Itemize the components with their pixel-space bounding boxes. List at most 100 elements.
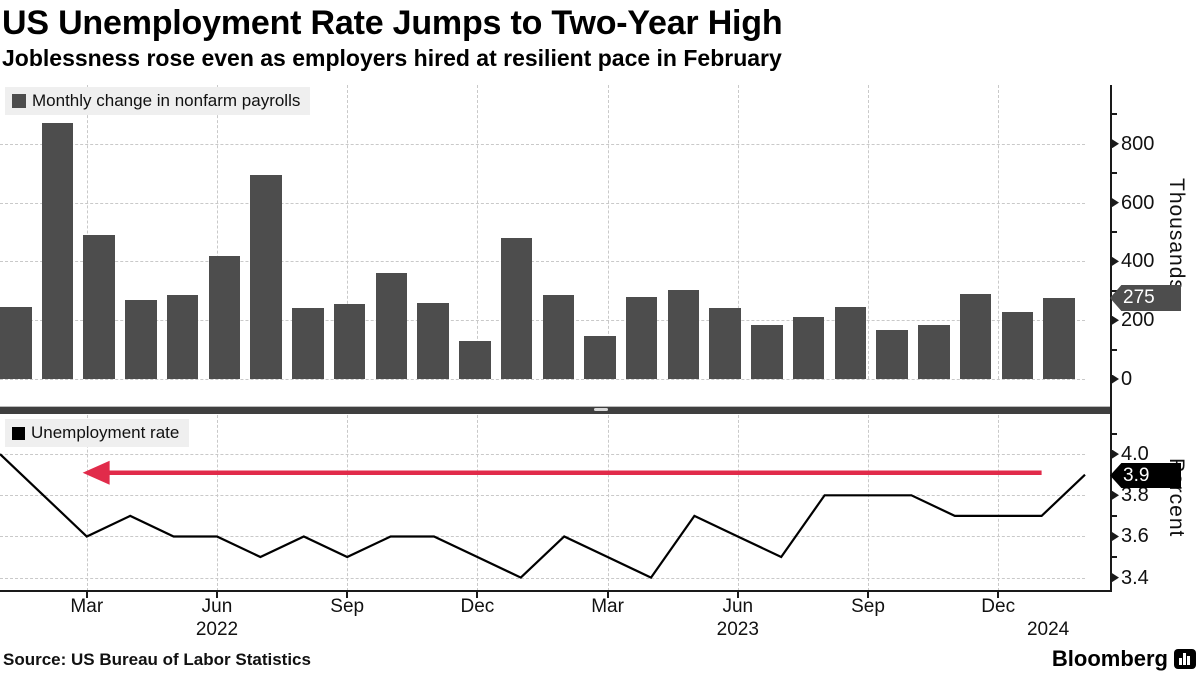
y-axis-tick <box>1112 256 1119 266</box>
payrolls-bar <box>125 299 157 379</box>
payrolls-bar <box>333 304 366 379</box>
y-axis-tick <box>1112 315 1119 325</box>
vertical-gridline <box>868 415 869 591</box>
vertical-gridline <box>347 85 349 379</box>
x-axis-tick <box>476 591 479 598</box>
horizontal-gridline <box>0 454 1085 456</box>
page-subtitle: Joblessness rose even as employers hired… <box>2 45 782 71</box>
x-axis-tick-label: Sep <box>330 596 365 617</box>
payrolls-legend: Monthly change in nonfarm payrolls <box>5 87 311 115</box>
x-axis-tick-label: Sep <box>851 596 885 617</box>
horizontal-gridline <box>0 379 1085 380</box>
y-axis-minor-tick <box>1112 289 1117 292</box>
payrolls-bar <box>375 273 408 379</box>
x-axis-tick <box>736 591 739 598</box>
y-axis-tick-label: 0 <box>1121 368 1133 390</box>
x-axis-tick-label: Jun <box>722 596 754 617</box>
horizontal-gridline <box>0 261 1085 263</box>
vertical-gridline <box>607 415 609 591</box>
payrolls-bar <box>584 336 616 379</box>
horizontal-gridline <box>0 536 1085 538</box>
payrolls-bar <box>292 308 324 379</box>
payrolls-bar <box>83 234 115 379</box>
x-axis-year-label: 2023 <box>716 619 759 640</box>
unemployment-last-value-tag: 3.9 <box>1110 463 1181 488</box>
y-axis-tick-label: 3.4 <box>1121 566 1149 589</box>
horizontal-gridline <box>0 202 1085 204</box>
y-axis-tick <box>1112 531 1119 541</box>
x-axis-tick-label: Dec <box>460 596 495 617</box>
payrolls-bar <box>625 297 658 379</box>
payrolls-bar <box>834 306 867 379</box>
vertical-gridline <box>868 85 869 379</box>
y-axis-minor-tick <box>1112 514 1117 517</box>
x-axis-tick <box>606 591 609 598</box>
x-axis-tick-label: Dec <box>981 596 1016 617</box>
x-axis-tick-label: Jun <box>201 596 233 617</box>
payrolls-legend-swatch-icon <box>12 94 26 108</box>
vertical-gridline <box>607 85 609 379</box>
x-axis-tick-label: Mar <box>591 596 624 617</box>
payrolls-bar <box>41 123 74 379</box>
payrolls-legend-label: Monthly change in nonfarm payrolls <box>32 91 301 110</box>
x-axis-year-label: 2022 <box>195 619 239 640</box>
vertical-gridline <box>477 415 479 591</box>
payrolls-bar <box>250 174 282 379</box>
payrolls-bar <box>208 255 241 379</box>
y-axis-tick-label: 3.6 <box>1121 525 1149 548</box>
bloomberg-chart-bubble-icon <box>1174 649 1196 669</box>
y-axis-minor-tick <box>1112 172 1117 175</box>
payrolls-bar <box>459 340 491 379</box>
page-title: US Unemployment Rate Jumps to Two-Year H… <box>2 4 783 42</box>
panel-separator <box>0 406 1112 414</box>
y-axis-tick <box>1112 490 1119 500</box>
source-attribution: Source: US Bureau of Labor Statistics <box>3 650 311 669</box>
y-axis-minor-tick <box>1112 348 1117 351</box>
vertical-gridline <box>217 85 218 379</box>
x-axis-year-label: 2024 <box>1026 619 1070 640</box>
vertical-gridline <box>998 85 1000 379</box>
y-axis-tick <box>1112 139 1119 149</box>
y-axis-minor-tick <box>1112 556 1117 559</box>
payrolls-bar <box>876 330 908 379</box>
y-axis-tick <box>1112 449 1119 459</box>
y-axis-tick-label: 3.8 <box>1121 484 1149 507</box>
vertical-gridline <box>86 85 88 379</box>
payrolls-last-value-tag: 275 <box>1110 285 1181 311</box>
vertical-gridline <box>347 415 349 591</box>
x-axis-tick-label: Mar <box>70 596 104 617</box>
vertical-gridline <box>998 415 1000 591</box>
right-axis-spine <box>1110 85 1112 591</box>
vertical-gridline <box>217 415 218 591</box>
top-axis-unit-label: Thousands <box>1165 178 1188 291</box>
separator-drag-handle-icon[interactable] <box>594 408 608 411</box>
unemployment-line-plot <box>0 453 1086 579</box>
vertical-gridline <box>737 415 739 591</box>
bloomberg-logo: Bloomberg <box>1051 646 1168 671</box>
horizontal-gridline <box>0 495 1085 497</box>
x-axis-tick <box>346 591 349 598</box>
x-axis-tick <box>997 591 1000 598</box>
horizontal-gridline <box>0 143 1085 145</box>
payrolls-bar <box>417 302 449 379</box>
payrolls-bar <box>918 325 950 379</box>
payrolls-bar <box>0 306 32 379</box>
x-axis-tick <box>216 591 218 598</box>
horizontal-gridline <box>0 577 1085 579</box>
y-axis-tick-label: 600 <box>1121 191 1155 214</box>
y-axis-tick <box>1112 374 1119 384</box>
payrolls-bar <box>667 289 700 379</box>
payrolls-bar <box>166 295 199 379</box>
payrolls-bar <box>500 237 533 379</box>
vertical-gridline <box>86 415 88 591</box>
x-axis-tick <box>867 591 869 598</box>
vertical-gridline <box>477 85 479 379</box>
y-axis-minor-tick <box>1112 231 1117 233</box>
unemployment-legend: Unemployment rate <box>5 419 190 447</box>
y-axis-minor-tick <box>1112 113 1117 116</box>
y-axis-tick-label: 800 <box>1121 132 1155 155</box>
y-axis-tick-label: 400 <box>1121 250 1155 273</box>
payrolls-bar <box>709 308 741 379</box>
y-axis-tick-label: 4.0 <box>1121 443 1149 466</box>
